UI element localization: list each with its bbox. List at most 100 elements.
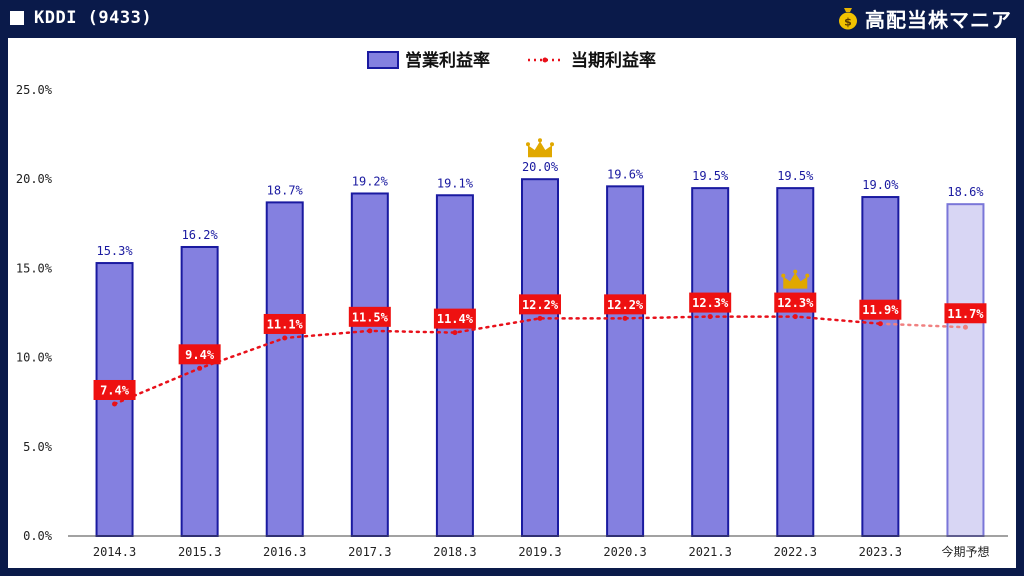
crown-jewel — [538, 138, 542, 143]
y-tick-label: 0.0% — [23, 529, 53, 543]
line-point — [707, 314, 713, 320]
brand-name: 高配当株マニア — [865, 7, 1012, 32]
line-value-label: 12.3% — [774, 292, 817, 313]
line-value-label: 11.9% — [859, 299, 902, 320]
x-tick-label: 2016.3 — [263, 545, 306, 559]
x-tick-label: 2015.3 — [178, 545, 221, 559]
line-value-label: 11.5% — [348, 306, 391, 327]
y-axis: 0.0% 5.0% 10.0% 15.0% 20.0% 25.0% — [16, 83, 53, 543]
crown-jewel — [526, 142, 530, 147]
bar-value-label: 19.0% — [862, 178, 899, 192]
bar-labels: 15.3% 16.2% 18.7% 19.2% 19.1% 20.0% 19.6% 19.5%… — [96, 160, 984, 258]
line-label-box — [93, 379, 136, 400]
line-label-text: 9.4% — [185, 348, 215, 362]
line-labels: 7.4% 9.4% 11.1% 11.5% 11.4% 12.2% 12.2% 12.3% 12… — [93, 292, 987, 400]
legend-line-marker — [542, 57, 548, 63]
x-tick-label: 2018.3 — [433, 545, 476, 559]
line-label-box — [263, 313, 306, 334]
x-tick-label: 2022.3 — [774, 545, 817, 559]
line-point — [962, 324, 968, 330]
line-value-label: 11.1% — [263, 313, 306, 334]
bar — [350, 192, 389, 538]
line-label-box — [944, 303, 987, 324]
line-label-text: 7.4% — [100, 383, 130, 397]
crown-jewel — [550, 142, 554, 147]
line-value-label: 9.4% — [178, 344, 221, 365]
line-value-label: 11.7% — [944, 303, 987, 324]
y-tick-label: 10.0% — [16, 351, 53, 365]
y-tick-label: 15.0% — [16, 261, 53, 275]
line-value-label: 11.4% — [433, 308, 476, 329]
bar-value-label: 19.1% — [437, 176, 474, 190]
line-label-box — [433, 308, 476, 329]
line-point — [197, 365, 203, 371]
line-value-label: 12.2% — [519, 294, 561, 315]
crown-shape — [528, 141, 552, 158]
line-label-text: 12.3% — [777, 296, 814, 310]
line-point — [112, 401, 118, 407]
crowns — [526, 138, 810, 289]
line-series — [112, 314, 968, 407]
title-square-icon — [10, 11, 24, 25]
bar-value-label: 20.0% — [522, 160, 559, 174]
bar — [691, 187, 730, 537]
line-label-box — [774, 292, 817, 313]
legend: 営業利益率 当期利益率 — [367, 50, 656, 71]
legend-bar-swatch — [367, 51, 399, 69]
y-tick-label: 5.0% — [23, 440, 53, 454]
crown-jewel — [805, 273, 810, 278]
line-label-text: 11.5% — [352, 310, 389, 324]
crown-jewel — [781, 273, 786, 278]
line-label-box — [604, 294, 647, 315]
line-value-label: 12.2% — [604, 294, 647, 315]
money-bag-icon: $ — [839, 8, 857, 30]
line-label-text: 11.4% — [437, 312, 474, 326]
line-label-text: 12.2% — [607, 298, 644, 312]
chart: 営業利益率 当期利益率 0.0% 5.0% 10.0% 15.0% 20.0% 25.0%… — [16, 50, 1008, 559]
x-tick-label: 2019.3 — [518, 545, 561, 559]
line-point — [282, 335, 288, 341]
line-label-text: 12.3% — [692, 296, 729, 310]
bar — [946, 203, 985, 537]
bar-value-label: 15.3% — [96, 244, 133, 258]
bar — [265, 201, 304, 537]
line-label-box — [348, 306, 391, 327]
crown-shape — [783, 272, 808, 289]
x-tick-label: 2017.3 — [348, 545, 391, 559]
x-tick-label: 2014.3 — [93, 545, 136, 559]
bar — [435, 194, 474, 537]
line-value-label: 7.4% — [93, 379, 136, 400]
x-tick-label: 2021.3 — [689, 545, 732, 559]
line-point — [877, 321, 883, 327]
line-point — [452, 330, 458, 336]
line-point — [537, 315, 543, 321]
line-label-box — [519, 294, 561, 315]
bar-value-label: 19.6% — [607, 167, 644, 181]
crown-icon — [781, 269, 810, 289]
line-label-text: 11.9% — [862, 303, 899, 317]
bar — [861, 196, 900, 537]
line-label-box — [859, 299, 902, 320]
x-axis: 2014.3 2015.3 2016.3 2017.3 2018.3 2019.3 2020… — [68, 535, 1008, 559]
line-point — [367, 328, 373, 334]
line-value-label: 12.3% — [689, 292, 732, 313]
line-label-text: 11.1% — [267, 317, 304, 331]
bars — [95, 178, 985, 538]
x-tick-label: 今期予想 — [941, 544, 989, 559]
crown-jewel — [793, 269, 798, 274]
crown-icon — [526, 138, 554, 158]
legend-bar-label: 営業利益率 — [405, 50, 490, 71]
bar — [606, 185, 645, 537]
brand: $ 高配当株マニア — [837, 5, 1012, 32]
line-path-forecast — [879, 322, 967, 329]
line-point — [622, 315, 628, 321]
line-label-box — [689, 292, 732, 313]
bar — [776, 187, 815, 537]
bar-value-label: 19.2% — [352, 174, 389, 188]
bar — [180, 245, 219, 537]
bar-value-label: 18.7% — [267, 183, 304, 197]
bar-value-label: 19.5% — [777, 169, 814, 183]
x-tick-label: 2020.3 — [603, 545, 646, 559]
y-tick-label: 25.0% — [16, 83, 53, 97]
bar — [521, 178, 559, 537]
